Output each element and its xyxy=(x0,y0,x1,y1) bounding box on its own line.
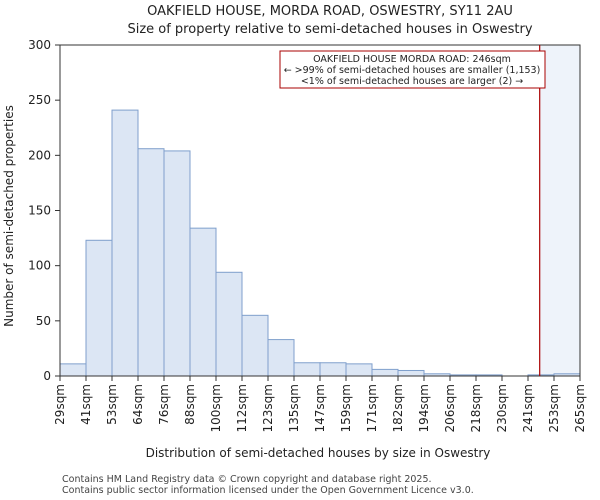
x-tick-label-64sqm: 64sqm xyxy=(131,384,145,425)
x-axis-label: Distribution of semi-detached houses by … xyxy=(146,446,491,460)
footer-copyright: Contains HM Land Registry data © Crown c… xyxy=(62,474,432,485)
annotation-line-2: ← >99% of semi-detached houses are small… xyxy=(284,65,541,76)
highlight-region xyxy=(539,45,580,376)
x-tick-label-29sqm: 29sqm xyxy=(53,384,67,425)
footer-licence: Contains public sector information licen… xyxy=(62,485,474,496)
bar-64sqm xyxy=(137,148,165,377)
bar-171sqm xyxy=(371,368,399,377)
y-tick-label-100: 100 xyxy=(28,259,51,273)
x-tick-label-182sqm: 182sqm xyxy=(391,384,405,432)
chart-title: OAKFIELD HOUSE, MORDA ROAD, OSWESTRY, SY… xyxy=(147,4,513,19)
annotation-box: OAKFIELD HOUSE MORDA ROAD: 246sqm ← >99%… xyxy=(279,50,546,89)
y-axis: 0 50 100 150 200 250 300 xyxy=(28,38,60,383)
annotation-line-3: <1% of semi-detached houses are larger (… xyxy=(301,76,523,87)
x-tick-label-171sqm: 171sqm xyxy=(365,384,379,432)
x-tick-label-76sqm: 76sqm xyxy=(157,384,171,425)
bar-159sqm xyxy=(345,363,373,377)
y-tick-label-200: 200 xyxy=(28,148,51,162)
bar-88sqm xyxy=(189,227,217,377)
x-axis: 29sqm 41sqm 53sqm 64sqm 76sqm 88sqm 100sqm 112s… xyxy=(53,376,587,432)
x-tick-label-194sqm: 194sqm xyxy=(417,384,431,432)
annotation-line-1: OAKFIELD HOUSE MORDA ROAD: 246sqm xyxy=(313,54,511,65)
chart-subtitle: Size of property relative to semi-detach… xyxy=(127,22,532,37)
x-tick-label-135sqm: 135sqm xyxy=(287,384,301,432)
y-tick-label-250: 250 xyxy=(28,93,51,107)
larger-region xyxy=(539,45,580,376)
y-axis-label: Number of semi-detached properties xyxy=(2,105,16,327)
plot-frame xyxy=(59,44,581,377)
x-tick-label-147sqm: 147sqm xyxy=(313,384,327,432)
x-tick-label-265sqm: 265sqm xyxy=(573,384,587,432)
y-tick-label-0: 0 xyxy=(43,369,51,383)
bar-182sqm xyxy=(397,369,425,377)
x-tick-label-41sqm: 41sqm xyxy=(79,384,93,425)
x-tick-label-230sqm: 230sqm xyxy=(495,384,509,432)
y-tick-label-50: 50 xyxy=(36,314,51,328)
bars xyxy=(59,109,581,377)
x-tick-label-100sqm: 100sqm xyxy=(209,384,223,432)
x-tick-label-206sqm: 206sqm xyxy=(443,384,457,432)
x-tick-label-88sqm: 88sqm xyxy=(183,384,197,425)
bar-53sqm xyxy=(111,109,139,377)
bar-123sqm xyxy=(267,339,295,377)
bar-29sqm xyxy=(59,363,87,377)
bar-135sqm xyxy=(293,362,321,377)
x-tick-label-218sqm: 218sqm xyxy=(469,384,483,432)
bar-112sqm xyxy=(241,314,269,377)
bar-100sqm xyxy=(215,271,243,377)
bar-76sqm xyxy=(163,150,191,377)
x-tick-label-53sqm: 53sqm xyxy=(105,384,119,425)
x-tick-label-253sqm: 253sqm xyxy=(547,384,561,432)
x-tick-label-159sqm: 159sqm xyxy=(339,384,353,432)
bar-41sqm xyxy=(85,239,113,377)
y-tick-label-150: 150 xyxy=(28,204,51,218)
x-tick-label-112sqm: 112sqm xyxy=(235,384,249,432)
y-tick-label-300: 300 xyxy=(28,38,51,52)
x-tick-label-123sqm: 123sqm xyxy=(261,384,275,432)
x-tick-label-241sqm: 241sqm xyxy=(521,384,535,432)
bar-147sqm xyxy=(319,362,347,377)
annotation-frame xyxy=(279,50,546,89)
